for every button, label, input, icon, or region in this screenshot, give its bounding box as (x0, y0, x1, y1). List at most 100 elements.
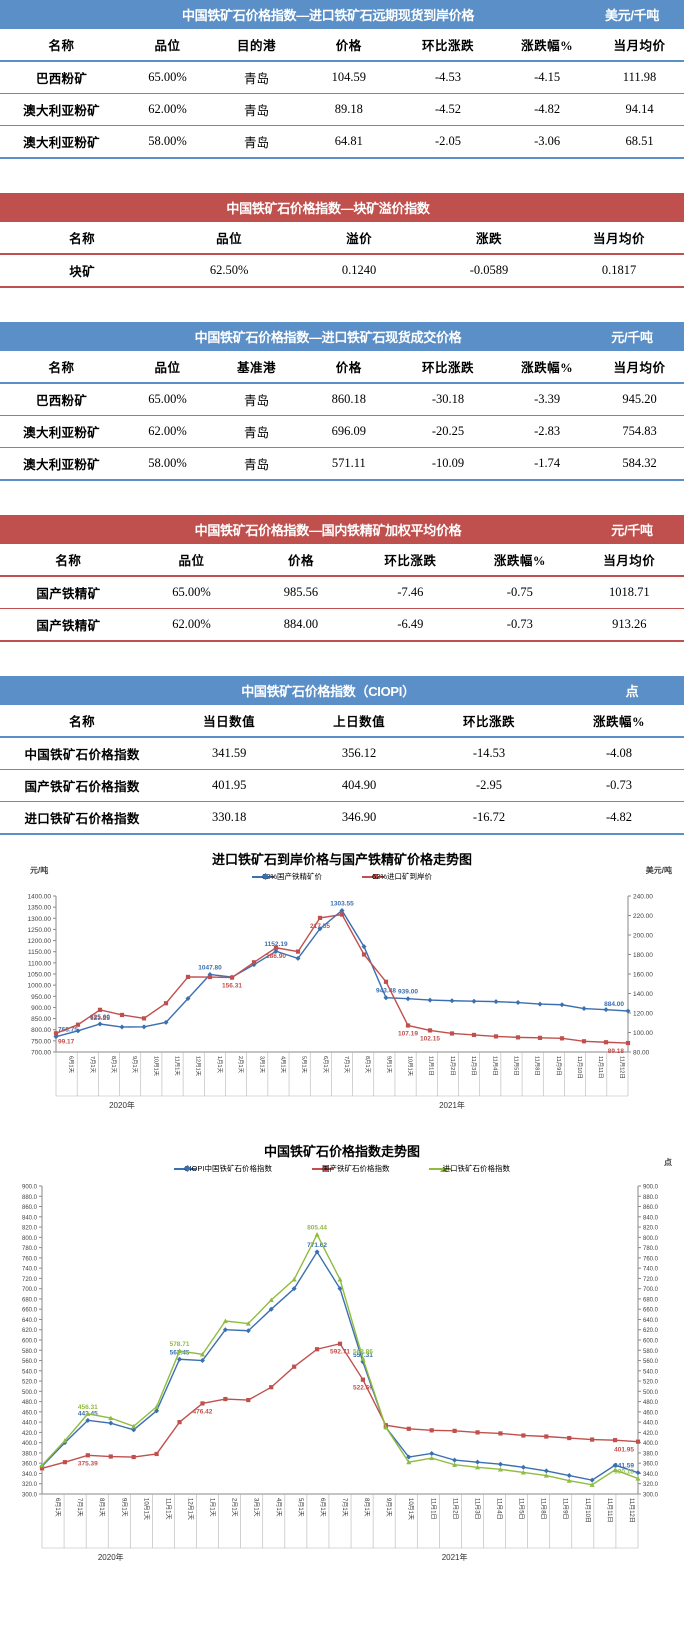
svg-text:805.44: 805.44 (307, 1225, 327, 1232)
svg-text:11月2日: 11月2日 (449, 1056, 456, 1076)
svg-text:740.0: 740.0 (22, 1267, 38, 1273)
svg-text:401.95: 401.95 (614, 1447, 634, 1454)
data-cell: -0.73 (605, 778, 633, 792)
svg-text:11月9日: 11月9日 (555, 1056, 562, 1076)
svg-text:11月11日: 11月11日 (606, 1498, 613, 1522)
table-block-5: 中国铁矿石价格指数（CIOPI） 点名称 当日数值 上日数值 环比涨跌 涨跌幅% 中国铁矿石… (0, 676, 684, 835)
table-header-bar: 中国铁矿石价格指数—国内铁精矿加权平均价格 元/千吨 (0, 515, 684, 544)
svg-text:2021年: 2021年 (442, 1552, 468, 1562)
svg-text:360.0: 360.0 (643, 1462, 659, 1468)
row-name-cell: 巴西粉矿 (35, 72, 88, 86)
svg-text:11月5日: 11月5日 (512, 1056, 519, 1076)
data-cell: 985.56 (283, 585, 319, 599)
legend-item-domestic-index[interactable]: 国产铁矿石价格指数 (311, 1163, 389, 1174)
column-header: 当月均价 (603, 554, 656, 568)
column-header: 涨跌 (476, 232, 503, 246)
svg-text:12月1天: 12月1天 (186, 1498, 193, 1520)
row-name-cell: 澳大利亚粉矿 (23, 104, 100, 118)
svg-text:580.0: 580.0 (643, 1349, 659, 1355)
legend-item-domestic-concentrate[interactable]: 62%国产铁精矿价 (251, 871, 322, 882)
data-cell: 401.95 (211, 778, 247, 792)
table-header-row: 名称 当日数值 上日数值 环比涨跌 涨跌幅% (0, 705, 684, 737)
svg-text:1200.00: 1200.00 (28, 938, 52, 945)
svg-text:660.0: 660.0 (643, 1308, 659, 1314)
svg-text:100.00: 100.00 (633, 1030, 653, 1037)
table-spacer (0, 169, 684, 193)
svg-text:3月1天: 3月1天 (253, 1498, 260, 1517)
svg-text:440.0: 440.0 (22, 1421, 38, 1427)
data-cell: 94.14 (625, 102, 654, 116)
svg-text:120.00: 120.00 (633, 1011, 653, 1018)
svg-text:740.0: 740.0 (643, 1267, 659, 1273)
svg-text:11月1天: 11月1天 (164, 1498, 171, 1520)
svg-text:460.0: 460.0 (643, 1410, 659, 1416)
data-cell: 青岛 (243, 458, 269, 472)
data-cell: 青岛 (243, 72, 269, 86)
data-table: 名称 品位 价格 环比涨跌 涨跌幅% 当月均价 国产铁精矿 65.00% 985.56 -7.46… (0, 544, 684, 642)
data-cell: 65.00% (148, 70, 187, 84)
data-cell: -4.08 (605, 746, 633, 760)
table-row: 进口铁矿石价格指数 330.18 346.90 -16.72 -4.82 (0, 802, 684, 834)
svg-text:11月12日: 11月12日 (628, 1498, 635, 1523)
row-name-cell: 国产铁精矿 (36, 619, 101, 633)
svg-text:600.0: 600.0 (22, 1339, 38, 1345)
data-cell: -0.75 (506, 585, 533, 599)
svg-text:186.90: 186.90 (266, 953, 286, 960)
svg-text:11月4日: 11月4日 (496, 1498, 503, 1520)
svg-text:1000.00: 1000.00 (28, 983, 52, 990)
chart-2-plot: 300.0 320.0 340.0 360.0 380.0 400.0 420.0 440.0… (22, 1185, 659, 1563)
svg-text:3月1天: 3月1天 (258, 1056, 265, 1074)
table-unit: 元/千吨 (611, 330, 653, 345)
chart-2-wrapper: 中国铁矿石价格指数走势图 CIOPI中国铁矿石价格指数 国产铁矿石价格指数 进口… (0, 1137, 684, 1571)
svg-text:592.71: 592.71 (330, 1349, 350, 1356)
svg-text:580.0: 580.0 (22, 1349, 38, 1355)
svg-text:2020年: 2020年 (109, 1100, 135, 1110)
column-header: 价格 (335, 39, 362, 53)
row-name-cell: 澳大利亚粉矿 (23, 458, 100, 472)
legend-item-import-index[interactable]: 进口铁矿石价格指数 (429, 1163, 510, 1174)
column-header: 价格 (335, 361, 362, 375)
table-spacer (0, 298, 684, 322)
table-row: 国产铁精矿 62.00% 884.00 -6.49 -0.73 913.26 (0, 609, 684, 641)
svg-text:2021年: 2021年 (439, 1100, 465, 1110)
svg-text:11月11日: 11月11日 (597, 1056, 604, 1078)
data-cell: -3.06 (534, 134, 561, 148)
svg-text:340.0: 340.0 (643, 1472, 659, 1478)
data-cell: -2.83 (534, 424, 561, 438)
column-header: 目的港 (236, 39, 276, 53)
data-cell: 青岛 (243, 104, 269, 118)
svg-text:11月1日: 11月1日 (428, 1056, 435, 1076)
data-cell: 0.1817 (601, 263, 637, 277)
svg-text:884.00: 884.00 (604, 1001, 624, 1008)
svg-text:825.60: 825.60 (90, 1014, 110, 1021)
legend-item-import-cfr[interactable]: 62%进口矿到岸价 (362, 871, 432, 882)
table-unit: 美元/千吨 (604, 8, 660, 23)
table-header-bar: 中国铁矿石价格指数—进口铁矿石现货成交价格 元/千吨 (0, 322, 684, 351)
legend-label: 62%国产铁精矿价 (261, 872, 322, 881)
svg-text:456.31: 456.31 (78, 1404, 98, 1411)
table-title: 中国铁矿石价格指数—进口铁矿石远期现货到岸价格 (181, 8, 475, 23)
svg-text:380.0: 380.0 (643, 1451, 659, 1457)
data-cell: 571.11 (331, 456, 366, 470)
svg-text:220.00: 220.00 (633, 913, 653, 920)
table-block-4: 中国铁矿石价格指数—国内铁精矿加权平均价格 元/千吨 名称 品位 价格 环比涨跌 涨跌幅% 当… (0, 515, 684, 642)
svg-text:880.0: 880.0 (643, 1195, 659, 1201)
svg-text:107.19: 107.19 (398, 1030, 418, 1037)
svg-text:8月1天: 8月1天 (110, 1056, 117, 1074)
svg-text:4月1天: 4月1天 (279, 1056, 286, 1074)
svg-text:760.0: 760.0 (643, 1256, 659, 1262)
column-header: 品位 (154, 39, 181, 53)
data-cell: 346.90 (341, 810, 377, 824)
legend-item-ciopi[interactable]: CIOPI中国铁矿石价格指数 (174, 1163, 272, 1174)
svg-text:6月1天: 6月1天 (322, 1056, 329, 1074)
data-cell: 945.20 (622, 392, 657, 406)
svg-text:860.0: 860.0 (22, 1205, 38, 1211)
data-cell: 62.00% (148, 424, 187, 438)
svg-text:11月2日: 11月2日 (451, 1498, 458, 1520)
square-marker-icon (322, 1166, 328, 1171)
svg-text:578.71: 578.71 (170, 1341, 190, 1348)
chart-1-title: 进口铁矿石到岸价格与国产铁精矿价格走势图 (211, 852, 472, 867)
svg-text:300.0: 300.0 (22, 1493, 38, 1499)
svg-text:540.0: 540.0 (643, 1369, 659, 1375)
data-cell: 68.51 (625, 134, 654, 148)
